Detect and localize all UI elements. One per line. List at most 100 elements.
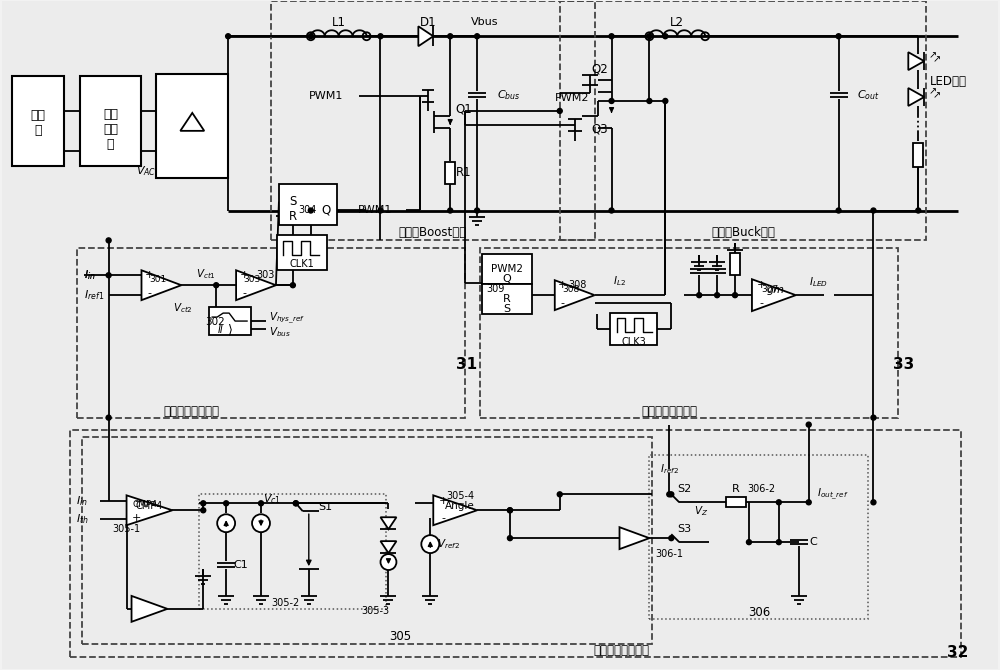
Text: 33: 33 bbox=[893, 357, 914, 373]
Text: -: - bbox=[760, 298, 764, 308]
Text: Q3: Q3 bbox=[591, 123, 608, 135]
Text: 304: 304 bbox=[299, 204, 317, 214]
Circle shape bbox=[201, 508, 206, 513]
Circle shape bbox=[871, 208, 876, 213]
Text: -: - bbox=[135, 496, 139, 507]
Circle shape bbox=[106, 273, 111, 278]
Text: gm: gm bbox=[767, 285, 785, 295]
Text: L2: L2 bbox=[670, 16, 684, 29]
Text: $V_{c1}$: $V_{c1}$ bbox=[263, 492, 281, 507]
Bar bbox=[482, 284, 532, 314]
Circle shape bbox=[259, 500, 263, 506]
Text: Q1: Q1 bbox=[455, 103, 472, 115]
Text: S: S bbox=[503, 304, 511, 314]
Circle shape bbox=[308, 208, 313, 213]
Text: 器: 器 bbox=[107, 138, 114, 151]
Circle shape bbox=[806, 500, 811, 505]
Polygon shape bbox=[180, 113, 204, 131]
Text: 32: 32 bbox=[947, 645, 969, 660]
Circle shape bbox=[308, 34, 313, 39]
Circle shape bbox=[421, 535, 439, 553]
Text: ⟩: ⟩ bbox=[228, 324, 233, 336]
Text: 307: 307 bbox=[761, 285, 779, 293]
Circle shape bbox=[226, 34, 231, 39]
Text: ↗: ↗ bbox=[932, 90, 940, 100]
Text: R: R bbox=[732, 484, 740, 494]
Polygon shape bbox=[132, 596, 167, 622]
Text: 第二级Buck电路: 第二级Buck电路 bbox=[711, 226, 775, 239]
Text: +: + bbox=[439, 496, 448, 507]
Text: PWM2: PWM2 bbox=[554, 93, 589, 103]
Text: 309: 309 bbox=[486, 284, 504, 294]
Text: $V_{ref2}$: $V_{ref2}$ bbox=[437, 537, 460, 551]
Bar bbox=[12, 76, 64, 165]
Text: $V_Z$: $V_Z$ bbox=[694, 505, 708, 518]
Circle shape bbox=[776, 500, 781, 505]
Polygon shape bbox=[141, 270, 181, 300]
Text: ↗: ↗ bbox=[928, 86, 936, 96]
Bar bbox=[70, 429, 961, 657]
Polygon shape bbox=[380, 541, 396, 553]
Circle shape bbox=[871, 500, 876, 505]
Polygon shape bbox=[555, 280, 595, 310]
Text: $C_{out}$: $C_{out}$ bbox=[857, 88, 879, 102]
Text: -: - bbox=[561, 298, 565, 308]
Bar bbox=[271, 1, 595, 241]
Bar bbox=[2, 241, 998, 425]
Bar bbox=[480, 249, 898, 417]
Circle shape bbox=[378, 208, 383, 213]
Circle shape bbox=[293, 500, 298, 506]
Text: CLK3: CLK3 bbox=[621, 337, 646, 347]
Circle shape bbox=[475, 34, 480, 39]
Circle shape bbox=[214, 283, 219, 287]
Bar bbox=[82, 437, 652, 644]
Bar bbox=[277, 235, 327, 270]
Text: 变压: 变压 bbox=[103, 123, 118, 137]
Circle shape bbox=[836, 34, 841, 39]
Bar bbox=[2, 1, 998, 241]
Text: 303: 303 bbox=[243, 275, 261, 283]
Circle shape bbox=[507, 508, 512, 513]
Polygon shape bbox=[418, 26, 433, 46]
Circle shape bbox=[475, 208, 480, 213]
Text: D1: D1 bbox=[420, 16, 437, 29]
Circle shape bbox=[647, 34, 652, 39]
Circle shape bbox=[609, 208, 614, 213]
Circle shape bbox=[609, 34, 614, 39]
Text: 305-2: 305-2 bbox=[272, 598, 300, 608]
Bar bbox=[726, 497, 746, 507]
Text: C1: C1 bbox=[234, 560, 248, 570]
Text: 302: 302 bbox=[205, 317, 225, 327]
Text: 305: 305 bbox=[389, 630, 411, 643]
Text: 306-1: 306-1 bbox=[655, 549, 683, 559]
Text: CLK1: CLK1 bbox=[289, 259, 314, 269]
Text: -: - bbox=[147, 288, 151, 298]
Text: -: - bbox=[242, 288, 246, 298]
Text: +: + bbox=[132, 513, 141, 523]
Bar bbox=[80, 76, 141, 165]
Circle shape bbox=[290, 283, 295, 287]
Text: CMP4: CMP4 bbox=[136, 501, 163, 511]
Text: $I_{th}$: $I_{th}$ bbox=[76, 513, 88, 526]
Text: R: R bbox=[289, 210, 297, 223]
Circle shape bbox=[663, 98, 668, 103]
Bar bbox=[913, 143, 923, 167]
Circle shape bbox=[669, 492, 674, 497]
Text: PWM1: PWM1 bbox=[358, 204, 393, 214]
Text: $V_{ct1}$: $V_{ct1}$ bbox=[196, 267, 216, 281]
Bar bbox=[649, 454, 868, 619]
Circle shape bbox=[217, 515, 235, 532]
Polygon shape bbox=[620, 527, 649, 549]
Text: $I_{ref2}$: $I_{ref2}$ bbox=[660, 462, 679, 476]
Circle shape bbox=[663, 34, 668, 39]
Circle shape bbox=[448, 208, 453, 213]
Text: $I_{L2}$: $I_{L2}$ bbox=[613, 274, 626, 288]
Circle shape bbox=[776, 539, 781, 545]
Text: 输入电流控制电路: 输入电流控制电路 bbox=[163, 405, 219, 418]
Text: 303: 303 bbox=[257, 270, 275, 280]
Text: ↗: ↗ bbox=[928, 50, 936, 60]
Text: $V_{AC}$: $V_{AC}$ bbox=[136, 163, 157, 178]
Circle shape bbox=[557, 492, 562, 497]
Text: PWM1: PWM1 bbox=[309, 91, 343, 101]
Text: $I_{in}$: $I_{in}$ bbox=[84, 269, 96, 282]
